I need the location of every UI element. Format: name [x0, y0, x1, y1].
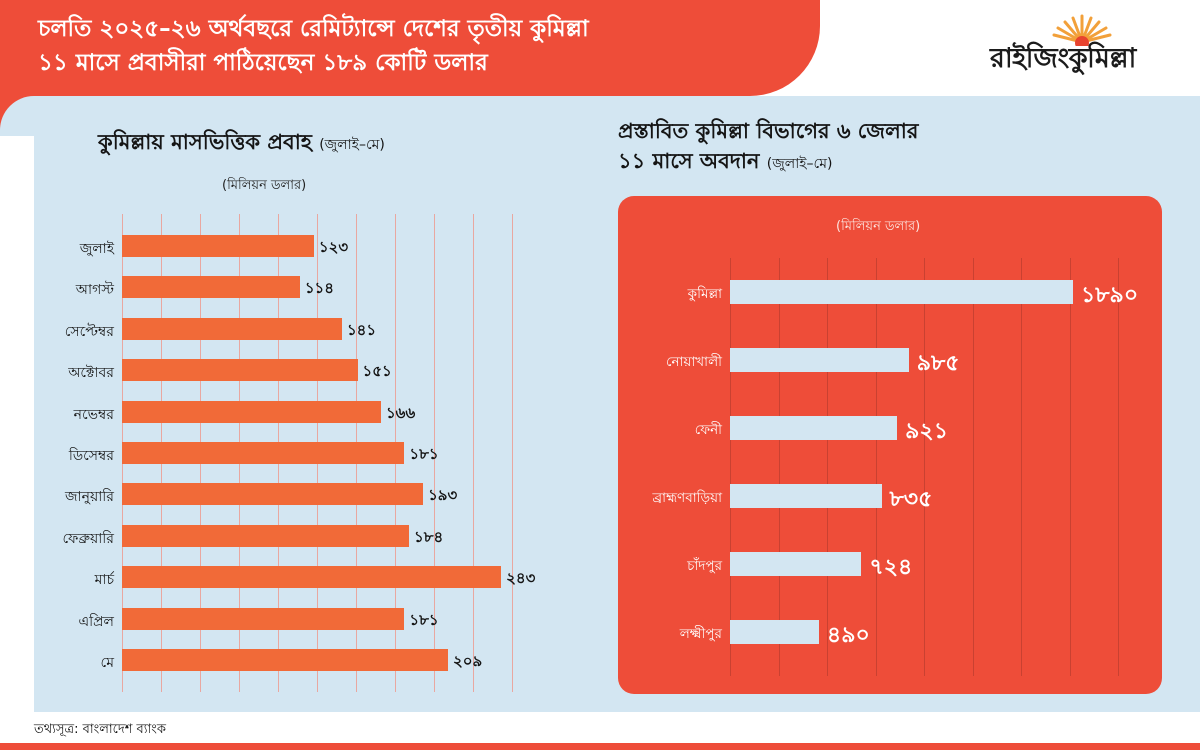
right-bar [730, 620, 819, 644]
right-chart-title-note: (জুলাই–মে) [766, 156, 833, 172]
right-category-label: নোয়াখালী [665, 354, 722, 370]
left-bar [122, 235, 314, 257]
left-category-label: মার্চ [94, 572, 114, 589]
right-gridline [875, 258, 877, 676]
left-bar [122, 649, 449, 671]
right-gridline [924, 258, 925, 676]
right-bar [730, 552, 862, 576]
left-chart-unit: (মিলিয়ন ডলার) [222, 178, 307, 193]
left-value-label: ১৮১ [409, 610, 439, 629]
right-value-label: ৯২১ [905, 419, 948, 444]
left-bar [122, 276, 300, 299]
right-bar [730, 416, 898, 440]
left-bar [122, 317, 342, 340]
right-bar [730, 348, 909, 372]
headline-line-1: চলতি ২০২৫–২৬ অর্থবছরে রেমিট্যান্সে দেশের… [38, 16, 589, 42]
left-category-label: ফেব্রুয়ারি [62, 530, 114, 547]
right-gridline [1118, 258, 1119, 676]
district-chart-box [618, 196, 1162, 694]
left-category-label: আগস্ট [75, 282, 114, 299]
sun-icon [1052, 14, 1112, 46]
left-category-label: জুলাই [79, 241, 114, 257]
right-gridline [778, 258, 780, 676]
right-value-label: ৪৯০ [826, 623, 870, 648]
left-chart-title-text: কুমিল্লায় মাসভিত্তিক প্রবাহ [98, 130, 312, 154]
right-bar [730, 484, 882, 508]
left-value-label: ২৪৩ [506, 569, 536, 588]
left-bar [122, 483, 424, 506]
right-category-label: চাঁদপুর [687, 558, 722, 574]
brand-logo-text: রাইজিংকুমিল্লা [990, 43, 1136, 74]
left-bar [122, 566, 502, 589]
right-gridline [730, 258, 731, 676]
left-value-label: ১৪১ [346, 320, 377, 339]
left-bar [122, 607, 405, 630]
right-category-label: লক্ষ্মীপুর [679, 626, 722, 642]
headline-banner: চলতি ২০২৫–২৬ অর্থবছরে রেমিট্যান্সে দেশের… [0, 0, 820, 96]
right-gridline [972, 258, 974, 676]
right-chart-unit: (মিলিয়ন ডলার) [836, 219, 921, 234]
brand-logo: রাইজিংকুমিল্লা [990, 8, 1170, 78]
headline-line-2: ১১ মাসে প্রবাসীরা পাঠিয়েছেন ১৮৯ কোটি ডল… [38, 50, 488, 76]
left-value-label: ১৫১ [362, 362, 392, 381]
left-chart-title-note: (জুলাই–মে) [319, 137, 385, 153]
right-chart-title-line-2: ১১ মাসে অবদান [618, 149, 760, 173]
left-category-label: এপ্রিল [78, 613, 114, 630]
bottom-rule [0, 743, 1200, 750]
left-category-label: অক্টোবর [68, 365, 114, 382]
left-bar [122, 400, 381, 423]
left-value-label: ১৮৪ [414, 527, 444, 546]
right-value-label: ৭২৪ [869, 555, 913, 580]
left-gridline [434, 214, 435, 692]
left-bar [122, 359, 358, 382]
left-bar [122, 442, 405, 464]
right-category-label: ব্রাহ্মণবাড়িয়া [652, 490, 722, 506]
left-value-label: ২০৯ [453, 652, 483, 670]
left-bar [122, 524, 410, 547]
left-category-label: ডিসেম্বর [68, 448, 114, 464]
right-chart-title-line-1: প্রস্তাবিত কুমিল্লা বিভাগের ৬ জেলার [618, 119, 919, 143]
left-gridline [473, 214, 474, 692]
right-category-label: ফেনী [694, 422, 722, 438]
left-category-label: মে [100, 655, 114, 671]
left-value-label: ১১৪ [304, 279, 335, 298]
left-value-label: ১২৩ [318, 238, 349, 256]
right-gridline [1069, 258, 1071, 676]
left-value-label: ১৬৬ [385, 403, 416, 422]
left-category-label: নভেম্বর [73, 406, 114, 423]
banner-corner [0, 96, 34, 136]
left-category-label: সেপ্টেম্বর [64, 323, 114, 340]
right-category-label: কুমিল্লা [687, 286, 722, 302]
right-value-label: ১৮৯০ [1081, 283, 1139, 308]
right-gridline [1021, 258, 1022, 676]
right-chart-title: প্রস্তাবিত কুমিল্লা বিভাগের ৬ জেলার ১১ ম… [618, 116, 918, 179]
right-bar [730, 280, 1073, 304]
source-note: তথ্যসূত্র: বাংলাদেশ ব্যাংক [34, 722, 166, 737]
right-gridline [827, 258, 828, 676]
left-gridline [512, 214, 513, 692]
left-value-label: ১৯৩ [428, 486, 458, 505]
left-value-label: ১৮১ [409, 445, 439, 463]
left-category-label: জানুয়ারি [65, 489, 114, 506]
right-value-label: ৯৮৫ [916, 351, 960, 376]
left-chart-title: কুমিল্লায় মাসভিত্তিক প্রবাহ (জুলাই–মে) [98, 126, 385, 161]
right-value-label: ৮৩৫ [889, 487, 933, 512]
